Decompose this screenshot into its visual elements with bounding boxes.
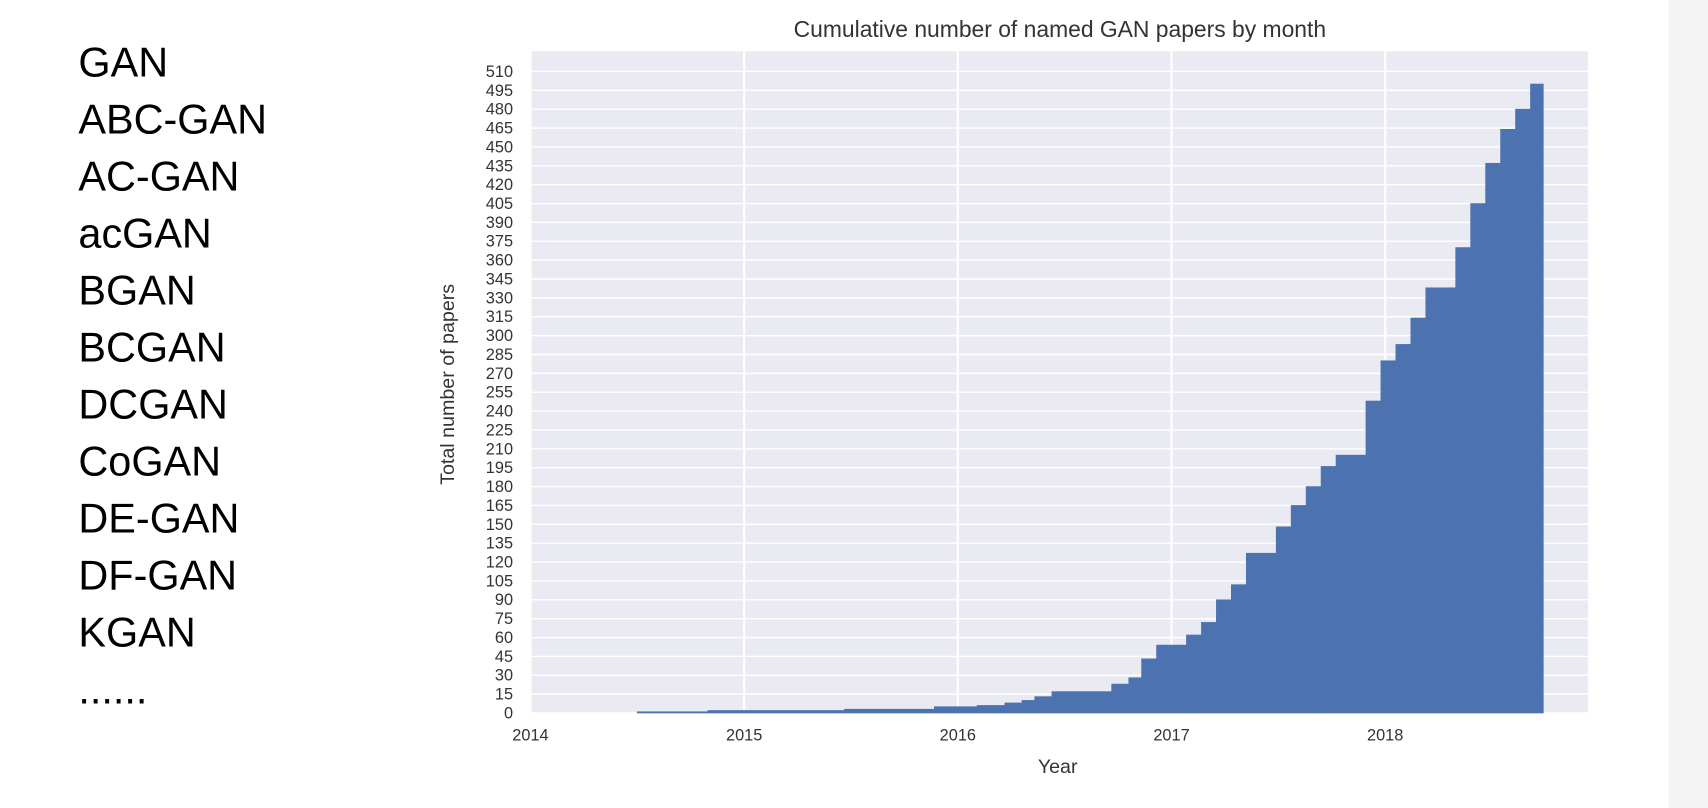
- y-tick-label: 75: [495, 610, 513, 628]
- bar: [1156, 644, 1187, 714]
- bar: [1021, 700, 1036, 714]
- bar: [1395, 344, 1412, 714]
- x-tick-label: 2015: [726, 726, 762, 744]
- bar: [1425, 287, 1457, 714]
- list-item: acGAN: [78, 209, 211, 256]
- y-tick-label: 450: [486, 138, 513, 156]
- y-tick-label: 240: [486, 403, 513, 421]
- x-tick-label: 2018: [1367, 726, 1403, 744]
- y-tick-label: 255: [486, 384, 513, 402]
- list-item: BCGAN: [78, 323, 225, 370]
- bar: [1141, 658, 1157, 714]
- y-tick-label: 150: [486, 516, 513, 534]
- list-item: ......: [78, 665, 147, 712]
- y-tick-label: 180: [486, 478, 513, 496]
- y-tick-label: 390: [486, 214, 513, 232]
- y-tick-label: 495: [486, 82, 513, 100]
- bar: [1500, 128, 1516, 714]
- side-strip: [1668, 0, 1708, 808]
- bar: [1004, 702, 1023, 714]
- x-tick-label: 2016: [940, 726, 976, 744]
- y-tick-label: 210: [486, 440, 513, 458]
- bar: [1485, 162, 1501, 714]
- bar: [1034, 696, 1053, 714]
- y-tick-label: 465: [486, 119, 513, 137]
- bar: [1410, 317, 1427, 714]
- bar: [1470, 203, 1486, 714]
- y-tick-label: 375: [486, 233, 513, 251]
- y-tick-label: 405: [486, 195, 513, 213]
- y-tick-label: 120: [486, 553, 513, 571]
- bar: [1051, 691, 1113, 714]
- bar: [1305, 486, 1322, 714]
- bar: [1320, 466, 1337, 714]
- bar: [1365, 400, 1382, 714]
- chart-title: Cumulative number of named GAN papers by…: [794, 16, 1326, 42]
- x-tick-label: 2017: [1153, 726, 1189, 744]
- y-tick-label: 330: [486, 289, 513, 307]
- list-item: GAN: [78, 38, 168, 85]
- bar: [1111, 683, 1130, 714]
- list-item: DE-GAN: [78, 494, 239, 541]
- bar: [844, 708, 935, 714]
- y-tick-label: 15: [495, 686, 513, 704]
- bar: [1530, 83, 1544, 714]
- y-tick-label: 45: [495, 648, 513, 666]
- bar: [934, 706, 978, 714]
- bar: [1201, 622, 1217, 714]
- bar: [707, 710, 845, 714]
- list-item: KGAN: [78, 608, 195, 655]
- list-item: AC-GAN: [78, 152, 239, 199]
- bar: [1128, 677, 1142, 714]
- y-tick-label: 270: [486, 365, 513, 383]
- bar: [976, 705, 1006, 714]
- list-item: DF-GAN: [78, 551, 237, 598]
- y-tick-label: 315: [486, 308, 513, 326]
- x-axis-label: Year: [1038, 756, 1078, 778]
- y-tick-label: 165: [486, 497, 513, 515]
- x-tick-label: 2014: [512, 726, 548, 744]
- y-tick-label: 195: [486, 459, 513, 477]
- y-tick-label: 360: [486, 252, 513, 270]
- bar: [1186, 634, 1202, 714]
- y-tick-label: 285: [486, 346, 513, 364]
- list-item: CoGAN: [78, 437, 221, 484]
- bar: [1231, 584, 1247, 714]
- y-tick-label: 480: [486, 101, 513, 119]
- y-tick-label: 60: [495, 629, 513, 647]
- bar: [1335, 454, 1367, 714]
- y-tick-label: 435: [486, 157, 513, 175]
- y-tick-label: 225: [486, 421, 513, 439]
- y-tick-label: 90: [495, 591, 513, 609]
- bar: [1216, 599, 1232, 714]
- y-axis-label: Total number of papers: [437, 284, 459, 485]
- bar: [1380, 360, 1397, 714]
- bar: [1275, 526, 1292, 714]
- bar: [1455, 247, 1471, 714]
- y-tick-label: 300: [486, 327, 513, 345]
- y-tick-label: 0: [504, 704, 513, 722]
- y-tick-label: 420: [486, 176, 513, 194]
- bar: [1515, 108, 1531, 714]
- bar: [1245, 552, 1277, 714]
- bar: [636, 711, 709, 714]
- y-tick-label: 105: [486, 572, 513, 590]
- y-tick-label: 135: [486, 535, 513, 553]
- y-tick-label: 30: [495, 667, 513, 685]
- bar: [1290, 505, 1307, 714]
- list-item: BGAN: [78, 266, 195, 313]
- y-tick-label: 510: [486, 63, 513, 81]
- y-tick-label: 345: [486, 270, 513, 288]
- list-item: ABC-GAN: [78, 95, 267, 142]
- list-item: DCGAN: [78, 380, 227, 427]
